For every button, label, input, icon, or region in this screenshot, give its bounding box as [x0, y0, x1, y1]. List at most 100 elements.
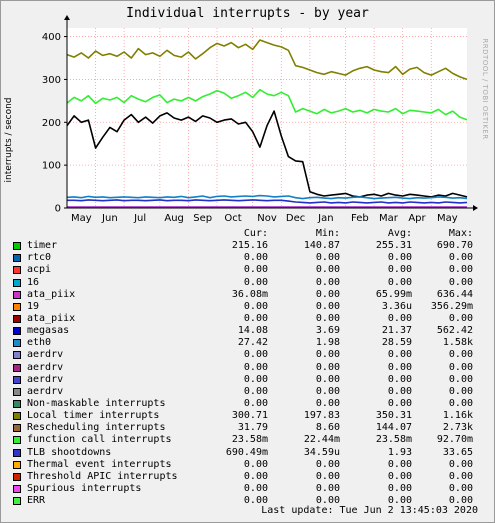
legend-min: 140.87: [303, 240, 340, 252]
last-update: Last update: Tue Jun 2 13:45:03 2020: [261, 505, 478, 516]
legend-name: ata_piix: [27, 288, 76, 300]
legend-min: 0.00: [315, 495, 340, 507]
y-tick-label: 0: [55, 204, 61, 215]
legend-name: megasas: [27, 325, 70, 337]
legend-avg: 23.58m: [375, 434, 412, 446]
legend-avg: 28.59: [381, 337, 412, 349]
legend-cur: 690.49m: [225, 446, 268, 458]
x-tick-label: Aug: [164, 213, 184, 224]
legend-name: aerdrv: [27, 361, 64, 373]
legend-max: 0.00: [448, 385, 473, 397]
x-tick-label: Apr: [408, 213, 426, 224]
legend-max: 1.58k: [442, 337, 473, 349]
legend-avg: 0.00: [387, 264, 412, 276]
y-tick-label: 200: [42, 118, 61, 129]
legend-max: 0.00: [448, 312, 473, 324]
x-tick-label: Jul: [133, 213, 146, 224]
legend-name: Non-maskable interrupts: [27, 397, 166, 409]
legend-avg: 0.00: [387, 276, 412, 288]
legend-name: aerdrv: [27, 349, 64, 361]
legend-cur: 23.58m: [231, 434, 268, 446]
chart-title: Individual interrupts - by year: [126, 6, 369, 21]
legend-max: 0.00: [448, 482, 473, 494]
legend-cur: 27.42: [237, 337, 268, 349]
legend-swatch: [13, 254, 21, 263]
legend-max: 0.00: [448, 264, 473, 276]
legend-row: timer 215.16 140.87 255.31 690.70: [12, 240, 482, 252]
series-function-call-interrupts: [66, 88, 468, 121]
legend-row: aerdrv 0.00 0.00 0.00 0.00: [12, 374, 482, 386]
axes: [64, 15, 478, 211]
legend-name: rtc0: [27, 252, 52, 264]
legend-name: Spurious interrupts: [27, 482, 142, 494]
legend-cur: 0.00: [243, 276, 268, 288]
legend-swatch: [13, 497, 21, 506]
legend-min: 0.00: [315, 397, 340, 409]
legend-avg: 65.99m: [375, 288, 412, 300]
legend-swatch: [13, 448, 21, 457]
legend-name: 16: [27, 276, 40, 288]
legend-name: ERR: [27, 495, 46, 507]
series-tlb-shootdowns: [67, 199, 468, 204]
legend-min: 0.00: [315, 482, 340, 494]
legend-min: 0.00: [315, 312, 340, 324]
legend-min: 0.00: [315, 385, 340, 397]
x-tick-label: May: [437, 213, 458, 224]
legend-row: acpi 0.00 0.00 0.00 0.00: [12, 264, 482, 276]
legend-row: TLB shootdowns 690.49m 34.59u 1.93 33.65: [12, 447, 482, 459]
legend-avg: 0.00: [387, 385, 412, 397]
legend-avg: 144.07: [375, 422, 412, 434]
legend-swatch: [13, 351, 21, 360]
legend-swatch: [13, 314, 21, 323]
legend-cur: 0.00: [243, 385, 268, 397]
legend-name: Threshold APIC interrupts: [27, 470, 178, 482]
legend-row: aerdrv 0.00 0.00 0.00 0.00: [12, 362, 482, 374]
legend-min: 8.60: [315, 422, 340, 434]
legend-row: eth0 27.42 1.98 28.59 1.58k: [12, 337, 482, 349]
header-avg: Avg:: [387, 228, 412, 239]
legend-row: rtc0 0.00 0.00 0.00 0.00: [12, 252, 482, 264]
legend-cur: 0.00: [243, 300, 268, 312]
grid: [66, 28, 467, 208]
legend-swatch: [13, 278, 21, 287]
legend-min: 0.00: [315, 300, 340, 312]
legend-avg: 3.36u: [381, 300, 412, 312]
series-eth0: [66, 194, 468, 200]
legend-name: 19: [27, 300, 40, 312]
x-tick-label: Feb: [351, 213, 369, 224]
header-cur: Cur:: [243, 228, 268, 239]
legend-avg: 0.00: [387, 373, 412, 385]
legend-row: function call interrupts 23.58m 22.44m 23.5…: [12, 434, 482, 446]
legend-cur: 0.00: [243, 458, 268, 470]
legend-max: 0.00: [448, 252, 473, 264]
legend-cur: 300.71: [231, 410, 268, 422]
header-min: Min:: [315, 228, 340, 239]
legend-row: megasas 14.08 3.69 21.37 562.42: [12, 325, 482, 337]
x-tick-label: Dec: [286, 213, 305, 224]
series-lines: [66, 39, 468, 208]
legend-max: 92.70m: [436, 434, 473, 446]
legend-min: 0.00: [315, 264, 340, 276]
legend-name: Rescheduling interrupts: [27, 422, 166, 434]
legend-cur: 0.00: [243, 397, 268, 409]
legend-max: 690.70: [436, 240, 473, 252]
legend-swatch: [13, 302, 21, 311]
legend-avg: 21.37: [381, 325, 412, 337]
legend-min: 0.00: [315, 252, 340, 264]
legend-cur: 0.00: [243, 361, 268, 373]
legend-name: acpi: [27, 264, 52, 276]
legend-cur: 14.08: [237, 325, 268, 337]
legend-min: 0.00: [315, 349, 340, 361]
legend-name: aerdrv: [27, 385, 64, 397]
legend-cur: 0.00: [243, 482, 268, 494]
header-max: Max:: [448, 228, 473, 239]
legend-min: 34.59u: [303, 446, 340, 458]
legend-cur: 0.00: [243, 349, 268, 361]
legend-avg: 0.00: [387, 252, 412, 264]
legend-max: 0.00: [448, 470, 473, 482]
legend-min: 0.00: [315, 276, 340, 288]
legend-max: 562.42: [436, 325, 473, 337]
legend-avg: 1.93: [387, 446, 412, 458]
legend-cur: 0.00: [243, 470, 268, 482]
y-ticks: 0 100 200 300 400: [42, 32, 67, 215]
